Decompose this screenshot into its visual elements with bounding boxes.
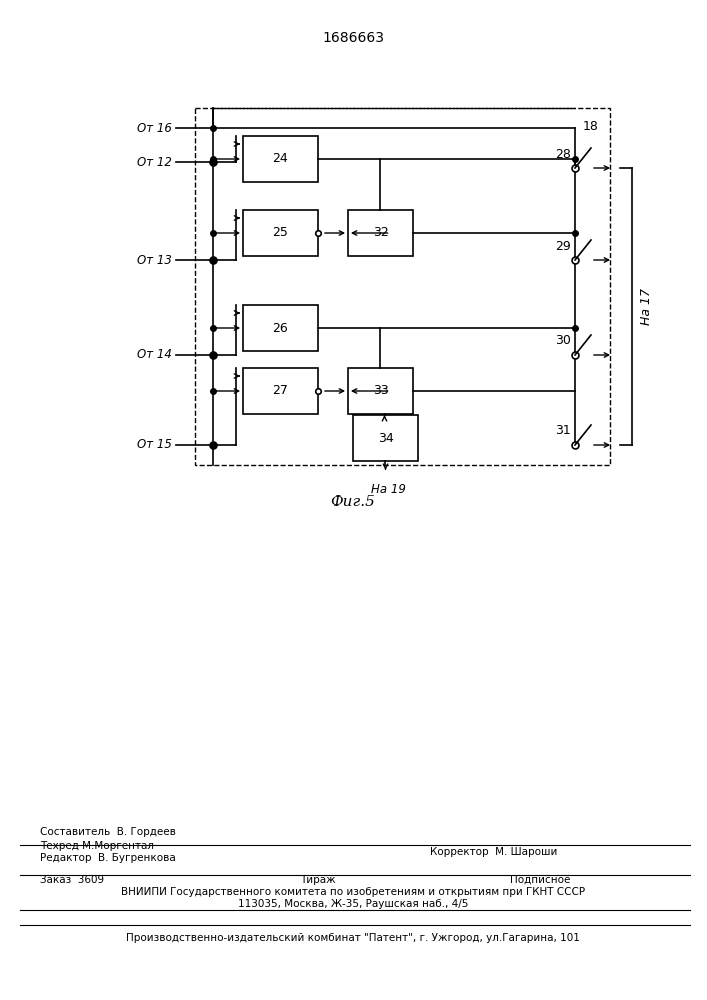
- Text: 34: 34: [378, 432, 393, 444]
- Bar: [243, 368, 318, 414]
- Text: 31: 31: [555, 424, 571, 438]
- Text: От 15: От 15: [137, 438, 172, 452]
- Text: Подписное: Подписное: [510, 875, 571, 885]
- Bar: [243, 305, 318, 351]
- Bar: [243, 136, 318, 182]
- Bar: [243, 210, 318, 256]
- Text: На 17: На 17: [640, 288, 653, 325]
- Bar: [195, 108, 610, 465]
- Text: От 16: От 16: [137, 121, 172, 134]
- Text: Тираж: Тираж: [300, 875, 336, 885]
- Text: 29: 29: [555, 239, 571, 252]
- Bar: [348, 210, 413, 256]
- Text: 24: 24: [273, 152, 288, 165]
- Text: 32: 32: [373, 227, 388, 239]
- Text: Фиг.5: Фиг.5: [331, 495, 375, 509]
- Text: Производственно-издательский комбинат "Патент", г. Ужгород, ул.Гагарина, 101: Производственно-издательский комбинат "П…: [126, 933, 580, 943]
- Text: Техред М.Моргентал: Техред М.Моргентал: [40, 841, 154, 851]
- Text: 18: 18: [583, 119, 599, 132]
- Text: От 14: От 14: [137, 349, 172, 361]
- Text: На 19: На 19: [371, 483, 406, 496]
- Text: 28: 28: [555, 147, 571, 160]
- Bar: [353, 415, 418, 461]
- Text: Редактор  В. Бугренкова: Редактор В. Бугренкова: [40, 853, 176, 863]
- Text: 30: 30: [555, 334, 571, 348]
- Text: 1686663: 1686663: [322, 31, 384, 45]
- Text: От 12: От 12: [137, 155, 172, 168]
- Text: ВНИИПИ Государственного комитета по изобретениям и открытиям при ГКНТ СССР: ВНИИПИ Государственного комитета по изоб…: [121, 887, 585, 897]
- Text: 25: 25: [273, 227, 288, 239]
- Text: 26: 26: [273, 322, 288, 334]
- Text: 27: 27: [273, 384, 288, 397]
- Bar: [348, 368, 413, 414]
- Text: Заказ  3609: Заказ 3609: [40, 875, 104, 885]
- Text: От 13: От 13: [137, 253, 172, 266]
- Text: Корректор  М. Шароши: Корректор М. Шароши: [430, 847, 557, 857]
- Text: 33: 33: [373, 384, 388, 397]
- Text: 113035, Москва, Ж-35, Раушская наб., 4/5: 113035, Москва, Ж-35, Раушская наб., 4/5: [238, 899, 468, 909]
- Text: Составитель  В. Гордеев: Составитель В. Гордеев: [40, 827, 176, 837]
